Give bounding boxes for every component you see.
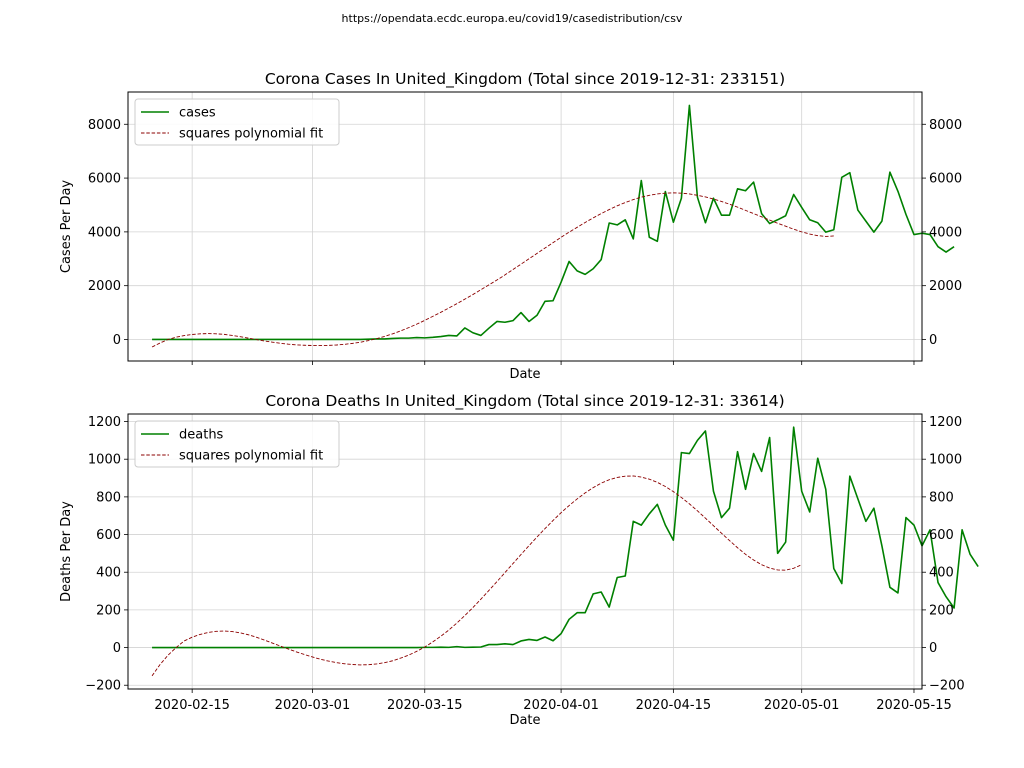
deaths-chart: −200 −200 0 0 200 200 400 400 600 600 800 800 1000 10… — [59, 392, 979, 728]
cases-ytick-label-right: 4000 — [929, 225, 962, 240]
deaths-ytick-label-left: 600 — [96, 528, 121, 543]
deaths-xtick-label: 2020-05-15 — [876, 698, 952, 713]
cases-fit-line — [151, 192, 834, 348]
deaths-ytick-label-right: 600 — [929, 528, 954, 543]
deaths-xtick-label: 2020-04-01 — [523, 698, 599, 713]
cases-ytick-label-left: 2000 — [88, 279, 121, 294]
cases-ytick-label-left: 8000 — [88, 118, 121, 133]
cases-ytick-label-right: 2000 — [929, 279, 962, 294]
deaths-ytick-label-right: 0 — [929, 641, 937, 656]
deaths-legend-label: deaths — [179, 428, 224, 443]
deaths-ytick-label-right: −200 — [929, 679, 965, 694]
deaths-ytick-label-left: 400 — [96, 566, 121, 581]
deaths-legend-box — [134, 420, 340, 468]
deaths-ytick-label-left: 200 — [96, 603, 121, 618]
deaths-chart-title: Corona Deaths In United_Kingdom (Total s… — [265, 392, 784, 411]
deaths-fit-line — [151, 475, 802, 677]
deaths-xtick-label: 2020-04-15 — [636, 698, 712, 713]
deaths-x-axis-label: Date — [509, 713, 540, 728]
cases-legend: cases squares polynomial fit — [134, 98, 340, 146]
cases-legend-box — [134, 98, 340, 146]
deaths-ytick-label-left: −200 — [85, 679, 121, 694]
deaths-ytick-label-right: 800 — [929, 490, 954, 505]
cases-ytick-label-left: 6000 — [88, 172, 121, 187]
deaths-ytick-label-right: 200 — [929, 603, 954, 618]
cases-ytick-label-right: 6000 — [929, 172, 962, 187]
deaths-ytick-label-right: 1000 — [929, 453, 962, 468]
deaths-ytick-label-left: 1000 — [88, 453, 121, 468]
deaths-y-axis-label: Deaths Per Day — [59, 501, 74, 602]
deaths-xtick-label: 2020-03-01 — [275, 698, 351, 713]
deaths-ytick-label-right: 1200 — [929, 415, 962, 430]
cases-chart: 0 0 2000 2000 4000 4000 6000 6000 8000 8000 Corona… — [59, 70, 962, 382]
deaths-xtick-label: 2020-02-15 — [154, 698, 230, 713]
cases-legend-label: cases — [179, 106, 216, 121]
deaths-xtick-label: 2020-03-15 — [387, 698, 463, 713]
deaths-ytick-label-right: 400 — [929, 566, 954, 581]
deaths-legend-label: squares polynomial fit — [179, 449, 323, 464]
cases-y-axis-label: Cases Per Day — [59, 180, 74, 274]
deaths-axes-frame — [127, 413, 923, 690]
deaths-ytick-label-left: 800 — [96, 490, 121, 505]
cases-axes-frame — [127, 91, 923, 362]
deaths-xtick-label: 2020-05-01 — [764, 698, 840, 713]
cases-ytick-label-left: 0 — [113, 333, 121, 348]
cases-legend-label: squares polynomial fit — [179, 127, 323, 142]
cases-x-axis-label: Date — [509, 367, 540, 382]
deaths-ytick-label-left: 0 — [113, 641, 121, 656]
cases-chart-title: Corona Cases In United_Kingdom (Total si… — [265, 70, 785, 89]
cases-ytick-label-left: 4000 — [88, 225, 121, 240]
deaths-ytick-label-left: 1200 — [88, 415, 121, 430]
cases-series-line — [152, 104, 955, 341]
deaths-legend: deaths squares polynomial fit — [134, 420, 340, 468]
cases-ytick-label-right: 8000 — [929, 118, 962, 133]
deaths-series-line — [152, 426, 979, 649]
cases-ytick-label-right: 0 — [929, 333, 937, 348]
source-note: https://opendata.ecdc.europa.eu/covid19/… — [342, 12, 683, 25]
